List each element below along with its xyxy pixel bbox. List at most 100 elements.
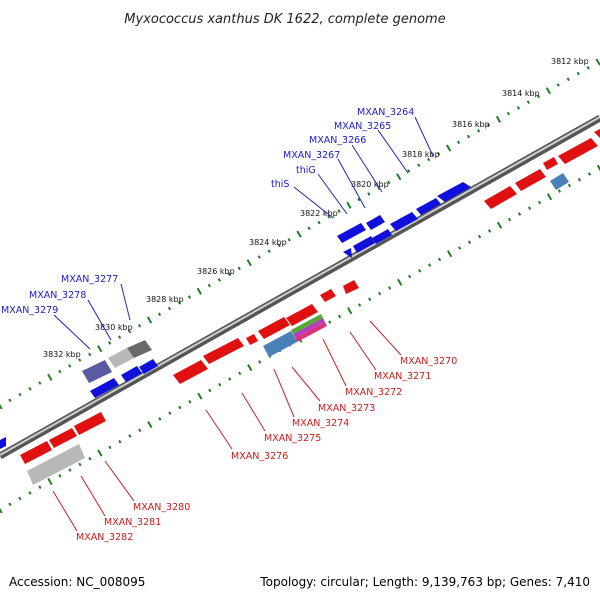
gene-label[interactable]: MXAN_3267 — [283, 150, 340, 161]
gene-arrow[interactable] — [173, 360, 208, 384]
major-tick — [447, 250, 453, 258]
minor-tick — [28, 387, 32, 391]
gene-arrow[interactable] — [558, 138, 598, 164]
gene-block-steel[interactable] — [263, 331, 297, 357]
minor-tick — [388, 286, 392, 290]
gene-arrow[interactable] — [543, 157, 558, 170]
gene-arrow[interactable] — [416, 198, 441, 215]
minor-tick — [167, 306, 172, 311]
label-leader — [52, 490, 78, 532]
minor-tick — [337, 209, 341, 213]
gene-arrow[interactable] — [20, 441, 52, 464]
minor-tick — [137, 323, 142, 328]
gene-label[interactable]: MXAN_3272 — [345, 387, 402, 398]
gene-label[interactable]: MXAN_3271 — [374, 371, 431, 382]
gene-arrow[interactable] — [353, 236, 375, 253]
gene-label[interactable]: MXAN_3264 — [357, 107, 414, 118]
gene-arrow[interactable] — [320, 289, 336, 302]
major-tick — [47, 373, 53, 381]
minor-tick — [487, 229, 492, 233]
scale-tick-label: 3818 kbp — [402, 150, 440, 159]
gene-arrow[interactable] — [437, 182, 471, 202]
label-leader — [273, 368, 295, 418]
gene-arrow[interactable] — [0, 437, 6, 449]
gene-label[interactable]: MXAN_3279 — [1, 305, 58, 316]
minor-tick — [307, 226, 311, 231]
minor-tick — [207, 283, 211, 288]
major-tick — [347, 307, 353, 315]
label-leader — [205, 409, 233, 450]
gene-block-gray[interactable] — [108, 348, 134, 368]
minor-tick — [476, 129, 481, 133]
gene-label[interactable]: thiG — [296, 165, 316, 176]
minor-tick — [8, 398, 12, 403]
minor-tick — [456, 140, 461, 145]
minor-tick — [338, 314, 342, 319]
gene-arrow[interactable] — [484, 186, 517, 209]
upper-tick-track — [0, 58, 600, 410]
reverse-strand-genes — [20, 129, 600, 485]
minor-tick — [427, 157, 431, 162]
gene-label[interactable]: MXAN_3273 — [318, 403, 375, 414]
minor-tick — [287, 238, 291, 242]
minor-tick — [408, 274, 412, 279]
gene-arrow[interactable] — [390, 212, 418, 231]
gene-arrow[interactable] — [372, 229, 392, 244]
minor-tick — [486, 123, 491, 127]
gene-arrow[interactable] — [258, 317, 290, 339]
gene-label[interactable]: MXAN_3270 — [400, 356, 457, 367]
gene-block-steel[interactable] — [550, 173, 569, 190]
gene-label[interactable]: MXAN_3280 — [133, 502, 190, 513]
gene-arrow[interactable] — [90, 378, 119, 398]
gene-block-dark[interactable] — [127, 340, 152, 358]
gene-arrow[interactable] — [343, 280, 359, 294]
gene-label[interactable]: MXAN_3274 — [292, 418, 349, 429]
gene-arrow[interactable] — [286, 304, 318, 326]
gene-label[interactable]: MXAN_3281 — [104, 517, 161, 528]
gene-block-slate[interactable] — [82, 360, 112, 383]
minor-tick — [38, 381, 42, 385]
label-leader — [120, 283, 131, 321]
gene-arrow[interactable] — [594, 129, 600, 138]
gene-arrow[interactable] — [515, 169, 546, 191]
minor-tick — [387, 180, 391, 185]
minor-tick — [587, 172, 592, 176]
minor-tick — [108, 445, 112, 450]
map-title: Myxococcus xanthus DK 1622, complete gen… — [124, 12, 445, 27]
minor-tick — [567, 183, 572, 188]
gene-label[interactable]: MXAN_3275 — [264, 433, 321, 444]
gene-arrow[interactable] — [343, 248, 352, 258]
scale-tick-label: 3830 kbp — [95, 323, 133, 332]
gene-arrow[interactable] — [203, 338, 244, 364]
gene-arrow[interactable] — [49, 428, 77, 448]
minor-tick — [507, 217, 512, 222]
gene-label[interactable]: MXAN_3266 — [309, 135, 366, 146]
gene-arrow[interactable] — [74, 412, 106, 435]
major-tick — [495, 115, 502, 123]
minor-tick — [68, 468, 72, 472]
gene-block-striped[interactable] — [291, 314, 327, 342]
minor-tick — [457, 246, 462, 250]
gene-arrow[interactable] — [139, 359, 158, 374]
genome-backbone — [0, 114, 600, 460]
minor-tick — [437, 152, 441, 156]
minor-tick — [378, 291, 382, 296]
gene-arrow[interactable] — [337, 223, 366, 243]
scale-tick-label: 3826 kbp — [197, 267, 235, 276]
gene-arrow[interactable] — [246, 334, 258, 345]
minor-tick — [28, 491, 32, 495]
label-leader — [293, 186, 334, 219]
gene-label[interactable]: MXAN_3282 — [76, 532, 133, 543]
gene-label[interactable]: MXAN_3278 — [29, 290, 86, 301]
gene-label[interactable]: MXAN_3276 — [231, 451, 288, 462]
gene-arrow[interactable] — [366, 215, 385, 230]
gene-label[interactable]: MXAN_3265 — [334, 121, 391, 132]
minor-tick — [466, 134, 471, 139]
gene-arrow[interactable] — [121, 366, 142, 382]
major-tick — [97, 449, 103, 457]
gene-block-gray[interactable] — [27, 444, 85, 485]
gene-label[interactable]: MXAN_3277 — [61, 274, 118, 285]
minor-tick — [527, 206, 532, 210]
gene-label[interactable]: thiS — [271, 179, 289, 190]
